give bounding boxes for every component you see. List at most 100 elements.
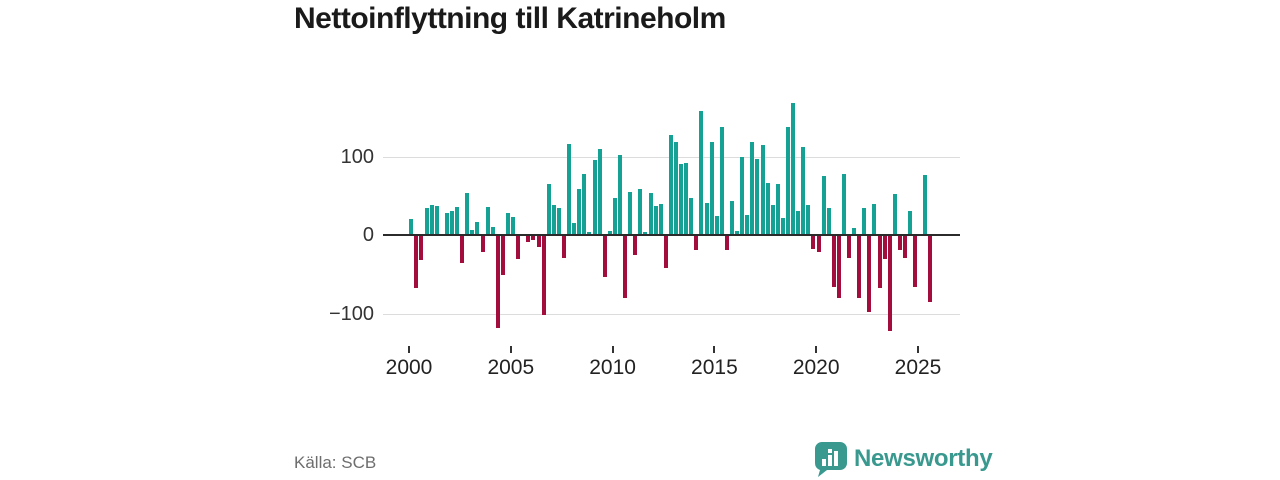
bar-2003Q2 [475,221,480,235]
x-tick-label-2025: 2025 [894,356,942,379]
bar-2022Q3 [867,235,872,312]
bar-2014Q2 [699,110,704,235]
newsworthy-logo-text: Newsworthy [854,444,993,472]
bar-2005Q1 [511,216,516,235]
bar-2023Q1 [877,235,882,289]
bar-2014Q1 [694,235,699,250]
bar-2010Q1 [612,198,617,235]
bar-2004Q4 [506,213,510,235]
bar-2016Q4 [750,141,755,235]
bar-2003Q4 [485,206,490,235]
bar-2016Q3 [745,215,750,235]
bar-2019Q2 [801,147,806,235]
bar-2011Q3 [643,231,648,235]
bar-2010Q2 [617,154,622,235]
bar-2019Q1 [796,211,801,235]
bar-2013Q1 [673,142,678,235]
bar-2018Q3 [785,126,790,235]
bar-2014Q3 [704,202,709,235]
x-tick-label-2015: 2015 [691,356,738,379]
bar-2010Q4 [628,191,633,235]
bar-2025Q2 [923,175,928,235]
gridline--100 [383,313,960,315]
bar-2024Q3 [908,211,913,235]
newsworthy-logo: Newsworthy [813,440,993,477]
bar-2025Q3 [928,235,933,302]
bar-2019Q4 [811,235,816,250]
bar-2006Q1 [531,235,536,241]
bar-2021Q4 [852,227,857,235]
bar-2013Q2 [679,164,684,235]
source-caption: Källa: SCB [294,453,377,472]
bar-2017Q2 [760,144,765,235]
bar-2007Q3 [562,235,566,258]
x-tick-2005 [509,346,512,353]
x-tick-2020 [815,346,818,353]
bar-2002Q1 [450,211,455,235]
chart-title: Nettoinflyttning till Katrineholm [294,2,726,35]
bar-2001Q1 [429,205,434,235]
bar-2010Q3 [623,235,628,298]
bar-2016Q1 [735,231,740,235]
bar-2007Q4 [567,143,572,235]
bar-2008Q3 [582,173,587,235]
exclamation-dot [828,449,832,453]
newsworthy-logo-icon [813,440,847,477]
x-tick-label-2000: 2000 [385,356,433,379]
bar-2005Q2 [516,235,521,259]
bar-2013Q4 [689,198,694,235]
bar-2006Q4 [546,183,551,235]
bar-2020Q3 [826,207,831,235]
bar-2015Q3 [724,235,729,250]
bar-2024Q1 [897,235,902,250]
bar-2011Q4 [648,192,653,235]
bar-2012Q2 [658,203,663,235]
bar-2009Q2 [597,148,602,235]
bar-2015Q4 [729,201,734,235]
bar-2020Q4 [831,235,836,287]
bar-2011Q1 [633,235,638,256]
y-tick-label--100: −100 [328,302,374,325]
bar-2002Q4 [465,192,470,235]
bar-2008Q1 [572,223,577,235]
bar-2007Q2 [556,208,561,235]
plot-area [383,95,960,345]
x-tick-label-2005: 2005 [487,356,535,379]
bar-2022Q2 [862,207,867,235]
bar-2021Q1 [836,235,841,298]
bar-2015Q1 [714,216,719,235]
bar-2023Q2 [882,235,887,259]
bar-2016Q2 [740,156,745,235]
bar-2002Q2 [455,206,460,235]
bar-2017Q4 [770,205,775,235]
bar-2021Q2 [841,173,846,235]
bar-2006Q3 [541,235,546,316]
bar-2008Q4 [587,231,592,235]
bar-2015Q2 [719,127,724,235]
bar-2001Q4 [444,213,449,235]
x-tick-2000 [408,346,410,353]
x-tick-2010 [611,346,614,353]
bar-2007Q1 [551,205,556,235]
bar-2009Q3 [602,235,607,277]
bar-2000Q2 [414,235,419,289]
bar-2003Q1 [470,230,475,235]
bar-2020Q1 [816,235,821,253]
bar-2004Q2 [495,235,500,328]
bar-2013Q3 [684,162,689,235]
bar-2012Q3 [663,235,668,268]
y-tick-label-0: 0 [362,224,374,246]
bar-2012Q4 [668,134,673,235]
zero-axis-line [383,234,960,236]
bar-2002Q3 [460,235,465,264]
bar-2014Q4 [709,141,714,235]
bar-2017Q1 [755,158,760,235]
bar-2011Q2 [638,189,643,235]
bar-2021Q3 [847,235,852,258]
bar-2017Q3 [765,183,770,235]
bar-2003Q3 [480,235,485,253]
bar-2019Q3 [806,205,811,235]
bar-2023Q3 [887,235,892,331]
x-tick-2015 [713,346,716,353]
bar-2009Q4 [607,231,612,235]
